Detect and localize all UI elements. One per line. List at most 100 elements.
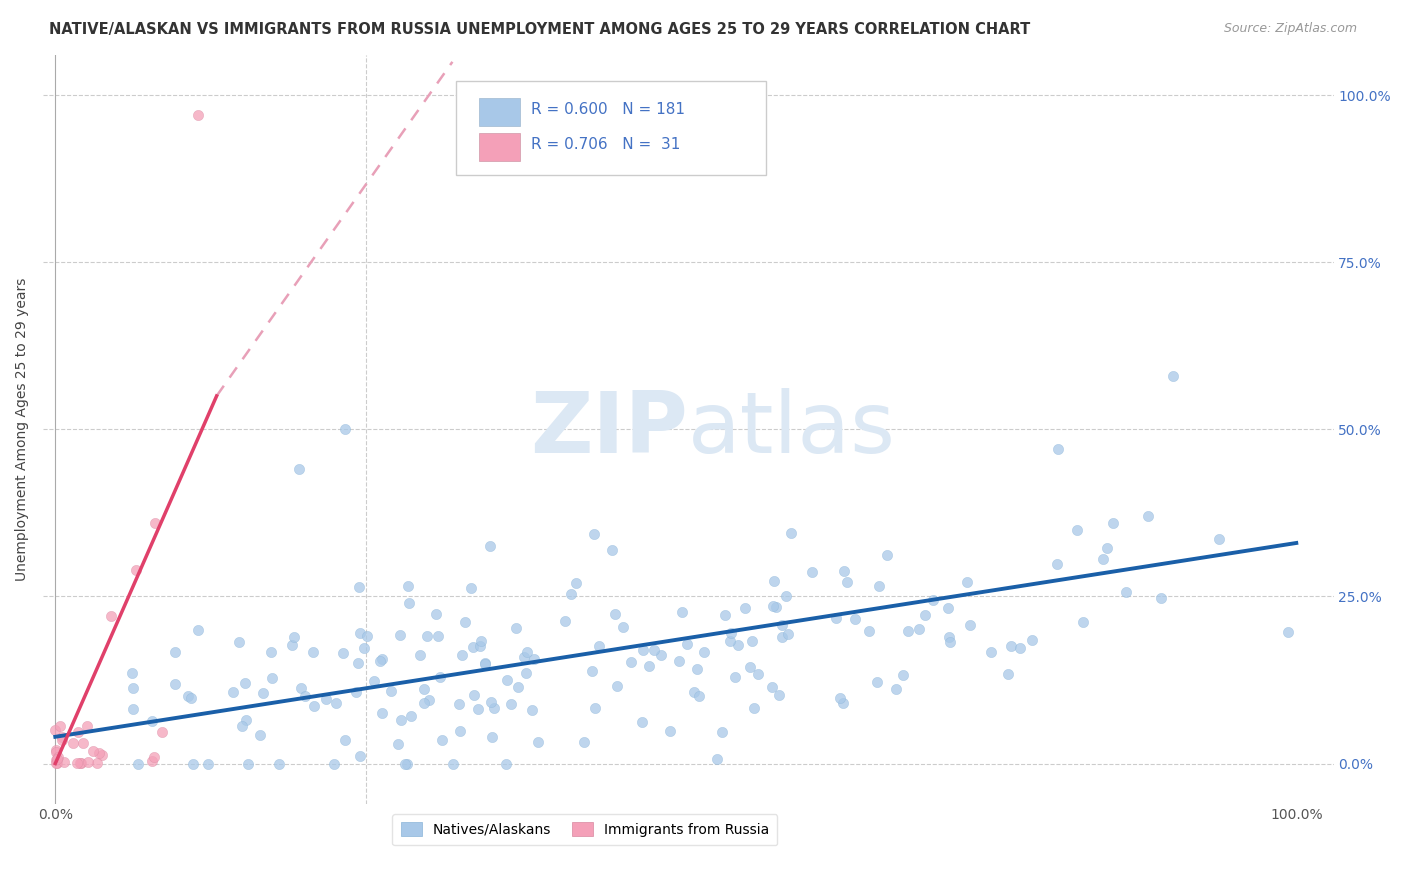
Point	[333, 732, 356, 747]
Point	[66, 756, 89, 771]
Point	[269, 756, 291, 771]
Point	[163, 645, 186, 659]
Point	[127, 756, 149, 771]
Point	[482, 701, 505, 715]
Point	[588, 639, 610, 653]
Point	[688, 689, 710, 703]
Point	[388, 627, 411, 641]
Point	[238, 756, 260, 771]
Point	[668, 654, 690, 668]
Point	[77, 755, 100, 769]
FancyBboxPatch shape	[456, 81, 766, 175]
Point	[45, 745, 67, 759]
Point	[62, 736, 84, 750]
Point	[233, 676, 256, 690]
Point	[893, 667, 915, 681]
Point	[76, 719, 98, 733]
Point	[418, 693, 440, 707]
Point	[121, 666, 143, 681]
Point	[474, 656, 496, 670]
Point	[866, 675, 889, 690]
Point	[449, 697, 471, 711]
Point	[82, 744, 104, 758]
Point	[936, 600, 959, 615]
Point	[72, 736, 94, 750]
Point	[398, 579, 420, 593]
Point	[356, 629, 378, 643]
Point	[980, 645, 1002, 659]
Point	[470, 633, 492, 648]
Point	[876, 548, 898, 562]
Point	[353, 640, 375, 655]
Point	[249, 728, 271, 742]
Legend: Natives/Alaskans, Immigrants from Russia: Natives/Alaskans, Immigrants from Russia	[392, 814, 778, 846]
Point	[612, 620, 634, 634]
Point	[416, 629, 439, 643]
Point	[479, 695, 502, 709]
Point	[938, 630, 960, 644]
Point	[959, 618, 981, 632]
Point	[143, 516, 166, 530]
Point	[1092, 551, 1115, 566]
Point	[302, 699, 325, 714]
Point	[344, 685, 367, 699]
Point	[335, 422, 357, 436]
Point	[581, 664, 603, 678]
Point	[858, 624, 880, 638]
Point	[600, 543, 623, 558]
Point	[413, 697, 436, 711]
Point	[70, 756, 93, 771]
Point	[87, 746, 110, 760]
Y-axis label: Unemployment Among Ages 25 to 29 years: Unemployment Among Ages 25 to 29 years	[15, 277, 30, 581]
Point	[606, 679, 628, 693]
Point	[45, 756, 67, 770]
Point	[346, 656, 368, 670]
Point	[832, 696, 855, 710]
Point	[778, 627, 800, 641]
Point	[141, 714, 163, 728]
Point	[603, 607, 626, 622]
Point	[163, 677, 186, 691]
Point	[450, 723, 472, 738]
Point	[1000, 639, 1022, 653]
FancyBboxPatch shape	[479, 133, 520, 161]
Point	[100, 609, 122, 624]
Point	[1136, 508, 1159, 523]
Point	[389, 714, 412, 728]
Point	[1150, 591, 1173, 605]
Point	[527, 735, 550, 749]
Point	[51, 730, 73, 744]
Point	[1095, 541, 1118, 556]
Point	[347, 581, 370, 595]
Point	[283, 630, 305, 644]
Point	[921, 592, 943, 607]
Point	[409, 648, 432, 663]
Point	[747, 666, 769, 681]
Point	[1010, 640, 1032, 655]
Point	[141, 754, 163, 768]
Point	[349, 626, 371, 640]
Point	[908, 622, 931, 636]
Point	[371, 652, 394, 666]
Point	[399, 708, 422, 723]
Point	[52, 755, 75, 769]
Point	[69, 756, 91, 770]
Point	[1021, 633, 1043, 648]
Point	[682, 685, 704, 699]
Point	[441, 756, 464, 771]
Point	[394, 756, 416, 771]
Point	[461, 640, 484, 655]
Point	[835, 575, 858, 590]
Point	[720, 626, 742, 640]
Point	[686, 662, 709, 676]
Point	[513, 649, 536, 664]
Point	[499, 698, 522, 712]
Point	[86, 756, 108, 771]
Point	[768, 688, 790, 702]
Point	[738, 660, 761, 674]
Point	[692, 645, 714, 659]
Point	[51, 732, 73, 747]
Point	[325, 696, 347, 710]
Point	[429, 670, 451, 684]
Point	[1046, 558, 1069, 572]
